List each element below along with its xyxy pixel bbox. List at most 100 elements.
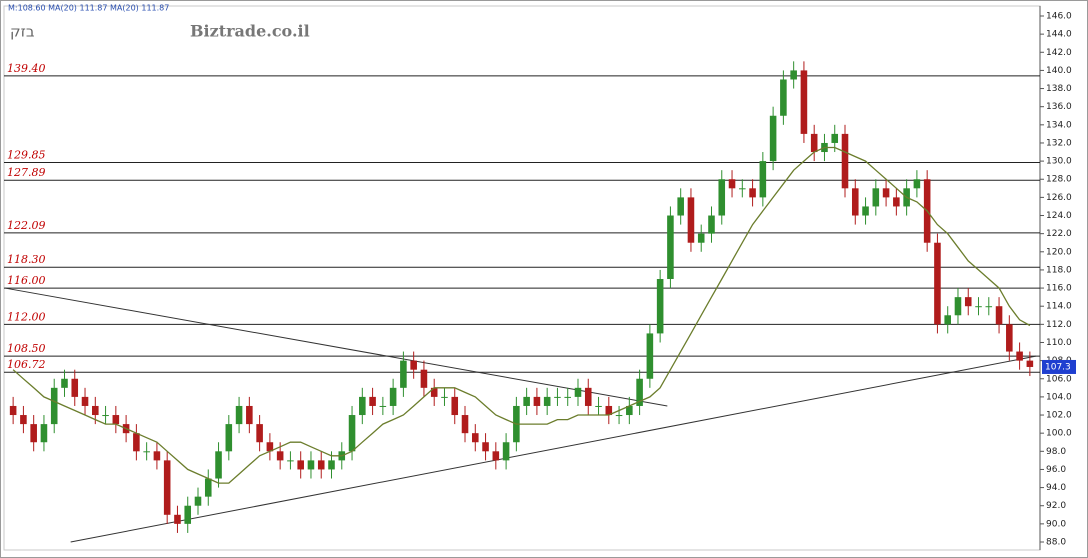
candle-body: [964, 297, 972, 307]
trend-line: [70, 355, 1037, 543]
candle-body: [769, 115, 777, 162]
candle-body: [554, 396, 561, 398]
candle-body: [502, 442, 510, 461]
candle-body: [92, 405, 99, 416]
candle-body: [1026, 360, 1034, 367]
candle-body: [400, 360, 407, 388]
candle-body: [246, 405, 253, 425]
y-tick-label: 110.0: [1046, 338, 1072, 348]
candle-body: [143, 451, 150, 453]
candle-body: [461, 415, 469, 434]
candle-body: [328, 460, 335, 470]
candle-body: [307, 460, 315, 470]
candle-body: [790, 70, 797, 80]
y-tick-label: 90.0: [1046, 519, 1066, 529]
candle-body: [1016, 351, 1023, 361]
candle-body: [225, 424, 233, 452]
level-label: 127.89: [7, 166, 46, 179]
y-tick-label: 138.0: [1046, 84, 1072, 94]
y-tick-label: 128.0: [1046, 175, 1072, 185]
candle-body: [533, 396, 541, 406]
level-label: 118.30: [7, 253, 46, 266]
candle-body: [112, 415, 120, 425]
y-tick-label: 106.0: [1046, 374, 1072, 384]
y-tick-label: 98.0: [1046, 447, 1066, 457]
trend-line: [4, 287, 668, 407]
header-info: M:108.60 MA(20) 111.87 MA(20) 111.87: [8, 4, 169, 13]
candle-body: [677, 197, 684, 216]
candle-body: [913, 179, 921, 189]
candle-body: [851, 188, 859, 216]
level-label: 129.85: [7, 148, 46, 161]
y-tick-label: 92.0: [1046, 501, 1066, 511]
y-tick-label: 118.0: [1046, 265, 1072, 275]
candle-body: [728, 179, 736, 189]
candle-body: [174, 514, 181, 524]
level-label: 108.50: [7, 342, 46, 355]
candle-body: [348, 415, 356, 452]
candle-body: [800, 70, 808, 134]
candle-body: [215, 451, 222, 479]
candle-body: [287, 460, 294, 462]
candle-body: [615, 415, 623, 417]
y-tick-label: 146.0: [1046, 12, 1072, 22]
candle-body: [718, 179, 726, 216]
candle-body: [893, 197, 900, 207]
level-label: 139.40: [7, 62, 46, 75]
candle-body: [882, 188, 890, 198]
candle-body: [20, 415, 27, 425]
candle-body: [359, 396, 366, 416]
y-tick-label: 102.0: [1046, 411, 1072, 421]
y-tick-label: 122.0: [1046, 229, 1072, 239]
candle-body: [40, 424, 48, 443]
candle-body: [656, 279, 664, 334]
y-tick-label: 126.0: [1046, 193, 1072, 203]
candle-body: [389, 387, 397, 406]
candle-body: [759, 161, 767, 198]
candle-body: [780, 79, 787, 116]
level-label: 122.09: [7, 219, 46, 232]
y-tick-label: 100.0: [1046, 429, 1072, 439]
moving-average: [12, 146, 1031, 484]
candle-body: [626, 405, 633, 416]
candle-body: [862, 206, 869, 216]
y-tick-label: 114.0: [1046, 302, 1072, 312]
candle-body: [697, 233, 705, 243]
y-tick-label: 112.0: [1046, 320, 1072, 330]
candle-body: [317, 460, 325, 470]
candle-body: [605, 405, 613, 416]
candle-body: [810, 133, 818, 153]
candle-body: [235, 405, 243, 425]
y-tick-label: 96.0: [1046, 465, 1066, 475]
y-tick-label: 94.0: [1046, 483, 1066, 493]
candle-body: [1006, 324, 1013, 352]
candle-body: [297, 460, 304, 470]
candle-body: [420, 369, 428, 388]
candle-body: [831, 133, 839, 143]
candle-body: [841, 133, 849, 189]
candle-body: [687, 197, 695, 243]
candle-body: [985, 306, 993, 308]
level-label: 106.72: [7, 358, 46, 371]
candle-body: [636, 378, 643, 406]
candle-body: [184, 505, 192, 524]
candle-body: [163, 460, 171, 515]
y-tick-label: 132.0: [1046, 138, 1072, 148]
y-tick-label: 124.0: [1046, 211, 1072, 221]
candle-body: [430, 387, 438, 397]
y-tick-label: 140.0: [1046, 66, 1072, 76]
candle-body: [646, 333, 654, 379]
candle-body: [595, 405, 602, 407]
candle-body: [492, 451, 500, 461]
plot-area: [3, 5, 1041, 551]
candle-body: [934, 242, 941, 325]
chart-title: Biztrade.co.il: [190, 22, 310, 41]
candle-body: [9, 405, 17, 416]
candle-body: [574, 387, 582, 397]
candle-body: [81, 396, 89, 406]
candle-body: [584, 387, 592, 406]
candle-body: [133, 433, 140, 452]
candle-body: [204, 478, 212, 497]
last-price-label: 107.3: [1045, 362, 1071, 372]
candle-body: [61, 378, 68, 388]
